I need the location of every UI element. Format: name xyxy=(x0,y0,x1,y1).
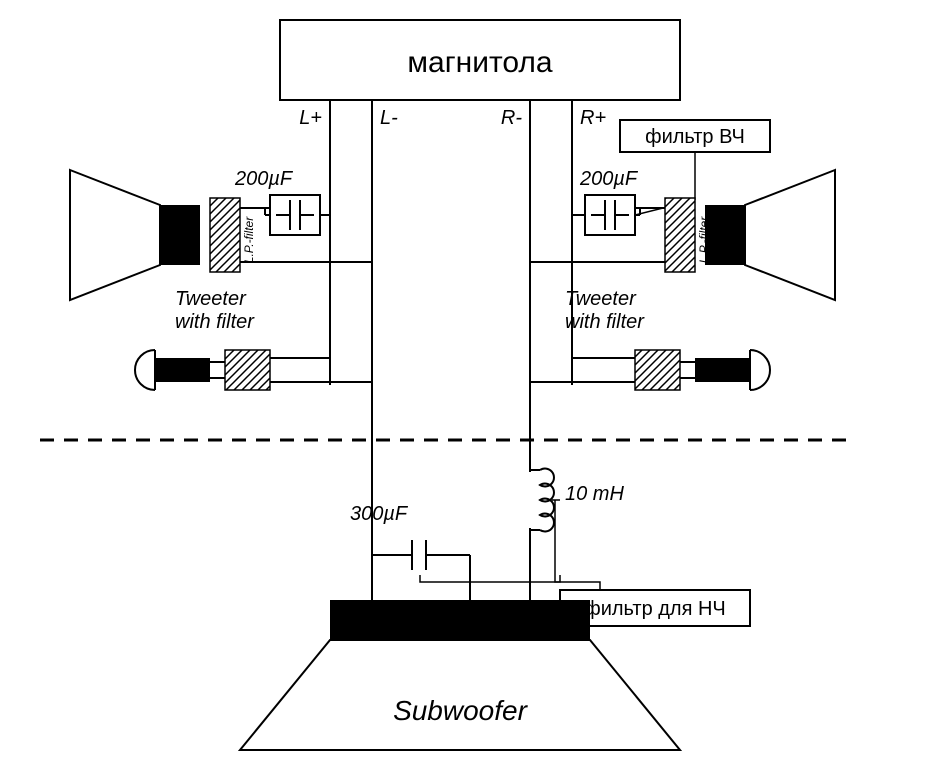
ind-label: 10 mH xyxy=(565,483,624,505)
tweeter-left-l1: Tweeter xyxy=(175,288,247,310)
left-tweeter: Tweeter with filter xyxy=(135,288,372,390)
left-speaker: L.P.-filter 200µF xyxy=(70,168,372,300)
diagram-root: магнитола L+ L- R- R+ фильтр ВЧ L.P.-fil… xyxy=(0,0,937,770)
tweeter-right-l1: Tweeter xyxy=(565,288,637,310)
out-l-minus: L- xyxy=(380,107,398,129)
out-l-plus: L+ xyxy=(299,107,322,129)
hf-filter-label: фильтр ВЧ xyxy=(645,126,745,148)
right-speaker: L.P.-filter 200µF xyxy=(530,168,835,300)
cap-left-label: 200µF xyxy=(234,168,294,190)
sub-section: 300µF 10 mH фильтр для НЧ Subwoofer xyxy=(240,382,750,750)
cap-sub-label: 300µF xyxy=(350,503,409,525)
head-unit-label: магнитола xyxy=(407,46,553,79)
out-r-plus: R+ xyxy=(580,107,606,129)
tweeter-right-l2: with filter xyxy=(565,311,645,333)
lp-right-label: L.P.-filter xyxy=(697,216,711,263)
lf-filter-label: фильтр для НЧ xyxy=(584,598,726,620)
right-tweeter: Tweeter with filter xyxy=(530,288,770,390)
lp-left-label: L.P.-filter xyxy=(242,216,256,263)
cap-right-label: 200µF xyxy=(579,168,639,190)
tweeter-left-l2: with filter xyxy=(175,311,255,333)
sub-label: Subwoofer xyxy=(393,695,529,726)
out-r-minus: R- xyxy=(501,107,522,129)
